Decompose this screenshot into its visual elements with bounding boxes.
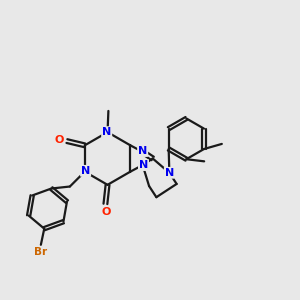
- Text: N: N: [102, 127, 111, 137]
- Text: Br: Br: [34, 248, 47, 257]
- Text: N: N: [81, 166, 90, 176]
- Text: N: N: [138, 146, 147, 156]
- Text: O: O: [101, 207, 110, 217]
- Text: N: N: [165, 168, 174, 178]
- Text: O: O: [55, 135, 64, 145]
- Text: N: N: [139, 160, 148, 170]
